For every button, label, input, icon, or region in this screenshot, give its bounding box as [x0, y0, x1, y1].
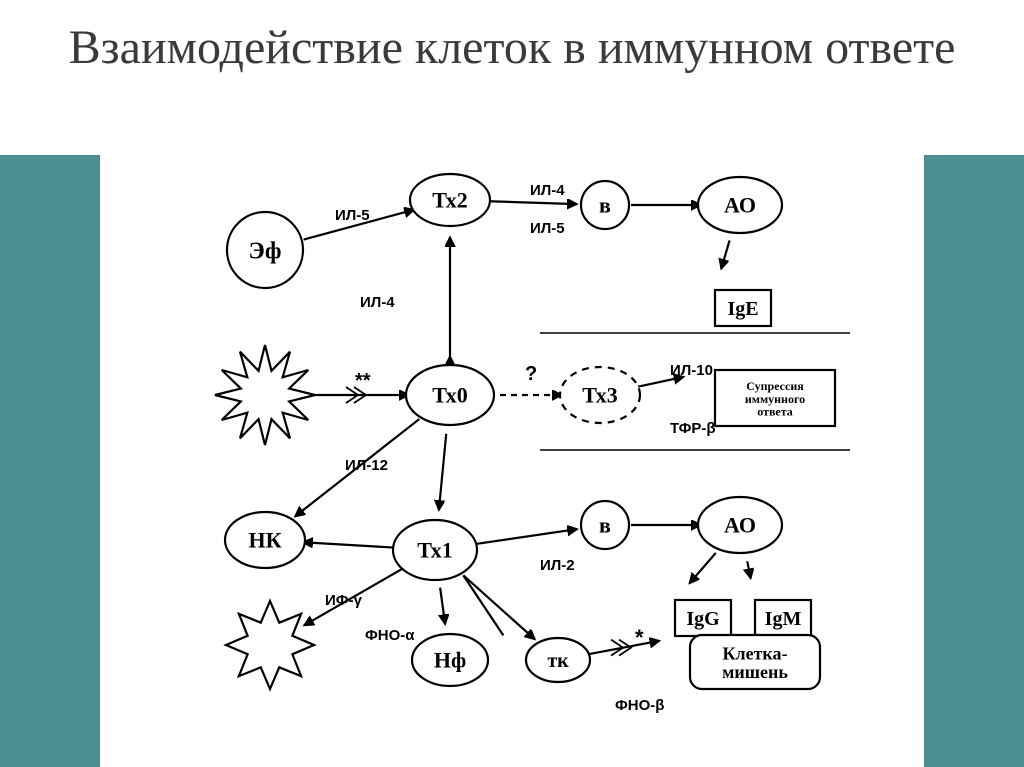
svg-text:ИЛ-10: ИЛ-10 — [670, 362, 713, 379]
svg-text:IgG: IgG — [686, 608, 720, 630]
svg-text:тк: тк — [547, 650, 569, 672]
node-nk: НК — [225, 512, 305, 568]
svg-text:Эф: Эф — [249, 238, 282, 264]
svg-text:Клетка-мишень: Клетка-мишень — [722, 643, 788, 682]
svg-text:Тх0: Тх0 — [432, 383, 468, 408]
node-ao2: АО — [698, 497, 782, 553]
svg-text:**: ** — [355, 370, 371, 392]
node-ige: IgE — [715, 290, 771, 326]
node-ao1: АО — [698, 177, 782, 233]
node-tx2: Тх2 — [410, 174, 490, 226]
diagram-svg: ИЛ-5 ИЛ-4 ИЛ-5 ** ИЛ-4? ИЛ-10 ТФР-β ИЛ-12 ИЛ-2 ИФ… — [160, 165, 860, 745]
svg-text:Нф: Нф — [434, 648, 466, 673]
slide-root: Взаимодействие клеток в иммунном ответе … — [0, 0, 1024, 767]
diagram-canvas: ИЛ-5 ИЛ-4 ИЛ-5 ** ИЛ-4? ИЛ-10 ТФР-β ИЛ-12 ИЛ-2 ИФ… — [160, 165, 860, 745]
node-igg: IgG — [675, 600, 731, 636]
svg-text:?: ? — [525, 363, 537, 385]
svg-text:ИЛ-5: ИЛ-5 — [335, 207, 370, 224]
svg-text:Тх2: Тх2 — [432, 188, 468, 213]
node-igm: IgM — [755, 600, 811, 636]
svg-text:в: в — [599, 193, 611, 218]
svg-text:ФНО-β: ФНО-β — [615, 697, 664, 714]
node-nf: Нф — [412, 634, 488, 686]
svg-text:ИЛ-4: ИЛ-4 — [530, 182, 565, 199]
svg-text:Тх3: Тх3 — [582, 383, 618, 408]
node-tx3: Тх3 — [560, 367, 640, 423]
diagram-area: ИЛ-5 ИЛ-4 ИЛ-5 ** ИЛ-4? ИЛ-10 ТФР-β ИЛ-12 ИЛ-2 ИФ… — [100, 155, 924, 767]
svg-text:ИЛ-5: ИЛ-5 — [530, 220, 565, 237]
svg-text:IgM: IgM — [765, 608, 802, 630]
decor-left — [0, 155, 100, 767]
svg-text:АО: АО — [724, 193, 756, 218]
node-b2: в — [581, 501, 629, 549]
svg-text:в: в — [599, 513, 611, 538]
node-tx0: Тх0 — [406, 365, 494, 425]
svg-text:ТФР-β: ТФР-β — [670, 420, 716, 437]
svg-text:Тх1: Тх1 — [417, 538, 453, 563]
svg-text:НК: НК — [248, 528, 281, 553]
svg-text:IgE: IgE — [727, 298, 758, 320]
svg-text:ИЛ-12: ИЛ-12 — [345, 457, 388, 474]
node-b1: в — [581, 181, 629, 229]
svg-text:ИФ-γ: ИФ-γ — [325, 592, 363, 609]
node-target: Клетка-мишень — [690, 635, 820, 689]
svg-text:ИЛ-2: ИЛ-2 — [540, 557, 575, 574]
decor-right — [924, 155, 1024, 767]
title-band: Взаимодействие клеток в иммунном ответе — [0, 0, 1024, 150]
svg-text:ИЛ-4: ИЛ-4 — [360, 294, 395, 311]
node-supp: Супрессияиммунногоответа — [715, 370, 835, 426]
slide-title: Взаимодействие клеток в иммунном ответе — [0, 18, 1024, 78]
node-tx1: Тх1 — [393, 520, 477, 580]
svg-text:ФНО-α: ФНО-α — [365, 627, 415, 644]
node-ef: Эф — [227, 212, 303, 288]
node-tk: тк — [526, 638, 590, 682]
svg-text:*: * — [635, 625, 644, 650]
svg-text:АО: АО — [724, 513, 756, 538]
